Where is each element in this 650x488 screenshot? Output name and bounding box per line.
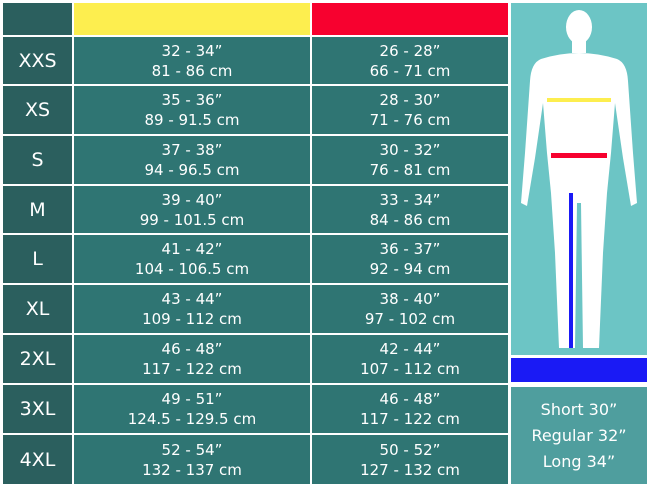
chest-cm: 104 - 106.5 cm [134,260,250,278]
size-label: XXS [3,37,72,84]
chest-cell: 41 - 42” 104 - 106.5 cm [74,235,310,283]
waist-cell: 26 - 28” 66 - 71 cm [312,37,508,84]
waist-inches: 28 - 30” [379,91,441,109]
chest-inches: 52 - 54” [161,440,223,459]
waist-header-swatch [312,3,508,35]
waist-inches: 38 - 40” [379,290,441,308]
size-label: 3XL [3,385,72,433]
chest-inches: 32 - 34” [161,41,223,60]
chest-inches: 43 - 44” [161,290,223,308]
inseam-lengths: Short 30” Regular 32” Long 34” [511,387,647,484]
chest-cell: 43 - 44” 109 - 112 cm [74,285,310,333]
size-label: 4XL [3,435,72,484]
size-label: XS [3,86,72,134]
waist-cell: 36 - 37” 92 - 94 cm [312,235,508,283]
chest-cell: 52 - 54” 132 - 137 cm [74,435,310,484]
chest-inches: 49 - 51” [161,390,223,408]
waist-cm: 97 - 102 cm [364,310,456,328]
chest-cell: 46 - 48” 117 - 122 cm [74,335,310,383]
waist-inches: 36 - 37” [379,240,441,258]
waist-cm: 92 - 94 cm [369,260,451,278]
inseam-long: Long 34” [542,452,616,471]
chest-header-swatch [74,3,310,35]
chest-cell: 37 - 38” 94 - 96.5 cm [74,136,310,184]
waist-inches: 26 - 28” [379,41,441,60]
chest-inches: 35 - 36” [161,91,223,109]
waist-inches: 30 - 32” [379,141,441,159]
size-label: XL [3,285,72,333]
waist-cell: 50 - 52” 127 - 132 cm [312,435,508,484]
waist-inches: 50 - 52” [379,440,441,459]
waist-cell: 33 - 34” 84 - 86 cm [312,186,508,233]
waist-cm: 71 - 76 cm [369,111,451,129]
chest-cell: 35 - 36” 89 - 91.5 cm [74,86,310,134]
waist-cell: 38 - 40” 97 - 102 cm [312,285,508,333]
waist-cm: 117 - 122 cm [360,410,460,428]
size-label: M [3,186,72,233]
chest-cm: 99 - 101.5 cm [139,210,245,229]
waist-cell: 28 - 30” 71 - 76 cm [312,86,508,134]
waist-cm: 127 - 132 cm [360,460,460,479]
chest-inches: 46 - 48” [161,340,223,358]
chest-cell: 49 - 51” 124.5 - 129.5 cm [74,385,310,433]
waist-cm: 107 - 112 cm [360,360,460,378]
chest-cm: 94 - 96.5 cm [144,161,240,179]
chest-inches: 37 - 38” [161,141,223,159]
chest-cell: 39 - 40” 99 - 101.5 cm [74,186,310,233]
inseam-short: Short 30” [540,400,618,419]
chest-cm: 132 - 137 cm [142,460,242,479]
chest-cm: 81 - 86 cm [151,61,233,80]
waist-cm: 84 - 86 cm [369,210,451,229]
waist-cell: 46 - 48” 117 - 122 cm [312,385,508,433]
waist-inches: 46 - 48” [379,390,441,408]
inseam-swatch [511,358,647,382]
inseam-regular: Regular 32” [531,426,627,445]
waist-cm: 66 - 71 cm [369,61,451,80]
chest-line [547,98,611,102]
waist-cm: 76 - 81 cm [369,161,451,179]
chest-cm: 109 - 112 cm [142,310,242,328]
size-label: L [3,235,72,283]
chest-cm: 89 - 91.5 cm [144,111,240,129]
body-figure-panel [511,3,647,355]
body-silhouette-icon [521,10,637,348]
inseam-line [569,193,573,348]
chest-cm: 117 - 122 cm [142,360,242,378]
waist-inches: 42 - 44” [379,340,441,358]
chest-cell: 32 - 34” 81 - 86 cm [74,37,310,84]
waist-cell: 30 - 32” 76 - 81 cm [312,136,508,184]
header-corner [3,3,72,35]
size-label: S [3,136,72,184]
chest-inches: 39 - 40” [161,190,223,209]
waist-cell: 42 - 44” 107 - 112 cm [312,335,508,383]
waist-inches: 33 - 34” [379,190,441,209]
size-label: 2XL [3,335,72,383]
chest-cm: 124.5 - 129.5 cm [127,410,257,428]
chest-inches: 41 - 42” [161,240,223,258]
waist-line [551,153,607,158]
